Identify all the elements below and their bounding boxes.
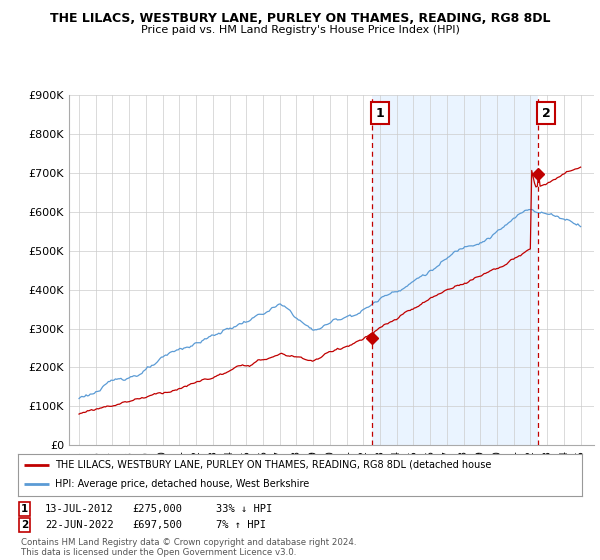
Text: 1: 1	[21, 504, 28, 514]
Text: 1: 1	[376, 107, 385, 120]
Text: £697,500: £697,500	[132, 520, 182, 530]
Text: THE LILACS, WESTBURY LANE, PURLEY ON THAMES, READING, RG8 8DL: THE LILACS, WESTBURY LANE, PURLEY ON THA…	[50, 12, 550, 25]
Text: 2: 2	[21, 520, 28, 530]
Text: £275,000: £275,000	[132, 504, 182, 514]
Text: 22-JUN-2022: 22-JUN-2022	[45, 520, 114, 530]
Text: This data is licensed under the Open Government Licence v3.0.: This data is licensed under the Open Gov…	[21, 548, 296, 557]
Text: Price paid vs. HM Land Registry's House Price Index (HPI): Price paid vs. HM Land Registry's House …	[140, 25, 460, 35]
Text: 33% ↓ HPI: 33% ↓ HPI	[216, 504, 272, 514]
Text: HPI: Average price, detached house, West Berkshire: HPI: Average price, detached house, West…	[55, 479, 309, 489]
Text: 2: 2	[542, 107, 550, 120]
Bar	[372, 95, 538, 445]
Text: 13-JUL-2012: 13-JUL-2012	[45, 504, 114, 514]
Text: THE LILACS, WESTBURY LANE, PURLEY ON THAMES, READING, RG8 8DL (detached house: THE LILACS, WESTBURY LANE, PURLEY ON THA…	[55, 460, 491, 470]
Text: Contains HM Land Registry data © Crown copyright and database right 2024.: Contains HM Land Registry data © Crown c…	[21, 538, 356, 547]
Text: 7% ↑ HPI: 7% ↑ HPI	[216, 520, 266, 530]
